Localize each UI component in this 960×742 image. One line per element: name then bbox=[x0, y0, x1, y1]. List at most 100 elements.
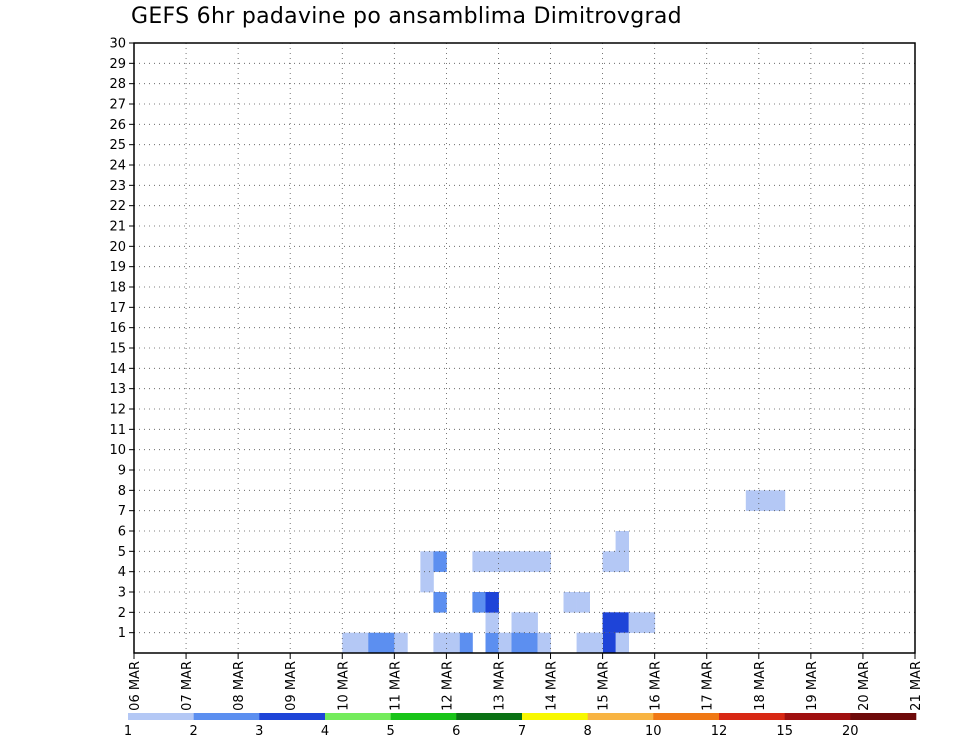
heatmap-cell bbox=[485, 592, 499, 613]
x-tick-label: 07 MAR bbox=[180, 661, 195, 711]
heatmap-cell bbox=[602, 612, 616, 633]
x-tick-label: 19 MAR bbox=[805, 661, 820, 711]
y-tick-label: 5 bbox=[118, 545, 126, 560]
y-tick-label: 29 bbox=[109, 57, 126, 72]
heatmap-cell bbox=[459, 632, 473, 654]
y-tick-label: 30 bbox=[109, 37, 126, 52]
heatmap-cell bbox=[368, 632, 382, 654]
heatmap-cell bbox=[641, 612, 656, 633]
colorbar: 1 2 3 4 5 6 7 8 10 12 15 20 bbox=[124, 713, 917, 739]
colorbar-swatch bbox=[128, 713, 194, 720]
heatmap-cell bbox=[537, 632, 551, 654]
heatmap-cell bbox=[615, 632, 629, 654]
y-tick-label: 14 bbox=[109, 362, 126, 377]
heatmap-cell bbox=[420, 551, 434, 572]
heatmap-cell bbox=[485, 612, 499, 633]
y-tick-label: 26 bbox=[109, 118, 126, 133]
heatmap-cell bbox=[524, 632, 538, 654]
heatmap-cell bbox=[498, 551, 512, 572]
colorbar-swatch bbox=[390, 713, 457, 720]
y-tick-label: 11 bbox=[109, 423, 126, 438]
heatmap-cell bbox=[433, 551, 447, 572]
x-tick-label: 13 MAR bbox=[492, 661, 507, 711]
grid-lines bbox=[134, 43, 916, 653]
colorbar-swatch bbox=[850, 713, 917, 720]
y-tick-label: 15 bbox=[109, 342, 126, 357]
y-tick-label: 22 bbox=[109, 199, 126, 214]
y-tick-label: 23 bbox=[109, 179, 126, 194]
heatmap-cell bbox=[615, 531, 629, 552]
y-tick-label: 21 bbox=[109, 220, 126, 235]
heatmap-cell bbox=[745, 490, 760, 511]
x-tick-label: 12 MAR bbox=[440, 661, 455, 711]
colorbar-swatch bbox=[784, 713, 851, 720]
y-tick-label: 8 bbox=[118, 484, 126, 499]
heatmap-cell bbox=[576, 592, 590, 613]
y-tick-label: 13 bbox=[109, 382, 126, 397]
x-tick-label: 16 MAR bbox=[649, 661, 664, 711]
y-tick-label: 20 bbox=[109, 240, 126, 255]
chart-title: GEFS 6hr padavine po ansamblima Dimitrov… bbox=[131, 4, 682, 29]
y-tick-label: 3 bbox=[118, 586, 126, 601]
y-tick-label: 7 bbox=[118, 504, 126, 519]
heatmap-cell bbox=[758, 490, 773, 511]
colorbar-label: 5 bbox=[387, 724, 395, 739]
heatmap-cell bbox=[615, 551, 629, 572]
colorbar-label: 4 bbox=[321, 724, 329, 739]
colorbar-label: 8 bbox=[584, 724, 592, 739]
colorbar-swatch bbox=[259, 713, 326, 720]
x-tick-label: 18 MAR bbox=[753, 661, 768, 711]
heatmap-cell bbox=[589, 632, 603, 654]
colorbar-swatch bbox=[653, 713, 720, 720]
y-tick-label: 27 bbox=[109, 98, 126, 113]
colorbar-label: 6 bbox=[452, 724, 460, 739]
colorbar-label: 10 bbox=[645, 724, 662, 739]
heatmap-cell bbox=[537, 551, 551, 572]
colorbar-swatch bbox=[522, 713, 588, 720]
y-tick-label: 1 bbox=[118, 626, 126, 641]
heatmap-cell bbox=[511, 632, 525, 654]
x-tick-label: 10 MAR bbox=[336, 661, 351, 711]
colorbar-swatch bbox=[587, 713, 654, 720]
y-tick-label: 6 bbox=[118, 525, 126, 540]
heatmap-cell bbox=[420, 571, 434, 593]
heatmap-cell bbox=[563, 592, 577, 613]
heatmap-cell bbox=[771, 490, 786, 511]
colorbar-swatch bbox=[325, 713, 391, 720]
heatmap-cell bbox=[498, 632, 512, 654]
heatmap-cell bbox=[446, 632, 460, 654]
x-axis: 06 MAR 07 MAR 08 MAR 09 MAR 10 MAR 11 MAR 12 M… bbox=[128, 653, 924, 711]
colorbar-label: 20 bbox=[842, 724, 859, 739]
x-tick-label: 21 MAR bbox=[909, 661, 924, 711]
colorbar-label: 15 bbox=[776, 724, 793, 739]
heatmap-cell bbox=[472, 592, 486, 613]
colorbar-label: 12 bbox=[711, 724, 728, 739]
y-tick-label: 4 bbox=[118, 565, 126, 580]
heatmap-cells bbox=[342, 490, 786, 654]
heatmap-cell bbox=[342, 632, 356, 654]
heatmap-cell bbox=[628, 612, 642, 633]
y-tick-label: 2 bbox=[118, 606, 126, 621]
heatmap-cell bbox=[524, 612, 538, 633]
colorbar-swatch bbox=[719, 713, 785, 720]
heatmap-cell bbox=[355, 632, 369, 654]
y-tick-label: 24 bbox=[109, 159, 126, 174]
heatmap-cell bbox=[511, 612, 525, 633]
heatmap-cell bbox=[472, 551, 486, 572]
y-tick-label: 19 bbox=[109, 260, 126, 275]
colorbar-label: 1 bbox=[124, 724, 132, 739]
heatmap-cell bbox=[381, 632, 395, 654]
x-tick-label: 17 MAR bbox=[701, 661, 716, 711]
x-tick-label: 14 MAR bbox=[545, 661, 560, 711]
heatmap-cell bbox=[602, 632, 616, 654]
heatmap-cell bbox=[511, 551, 525, 572]
colorbar-label: 7 bbox=[518, 724, 526, 739]
colorbar-swatch bbox=[193, 713, 260, 720]
y-tick-label: 18 bbox=[109, 281, 126, 296]
heatmap-cell bbox=[433, 592, 447, 613]
x-tick-label: 08 MAR bbox=[232, 661, 247, 711]
y-tick-label: 17 bbox=[109, 301, 126, 316]
x-tick-label: 06 MAR bbox=[128, 661, 143, 711]
y-tick-label: 12 bbox=[109, 403, 126, 418]
